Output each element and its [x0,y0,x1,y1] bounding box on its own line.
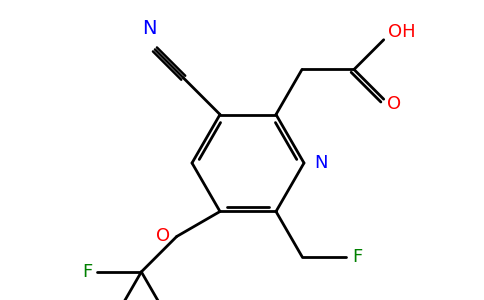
Text: N: N [142,19,157,38]
Text: F: F [82,263,92,281]
Text: O: O [387,95,401,113]
Text: OH: OH [388,23,415,41]
Text: N: N [314,154,328,172]
Text: F: F [352,248,362,266]
Text: O: O [156,227,170,245]
